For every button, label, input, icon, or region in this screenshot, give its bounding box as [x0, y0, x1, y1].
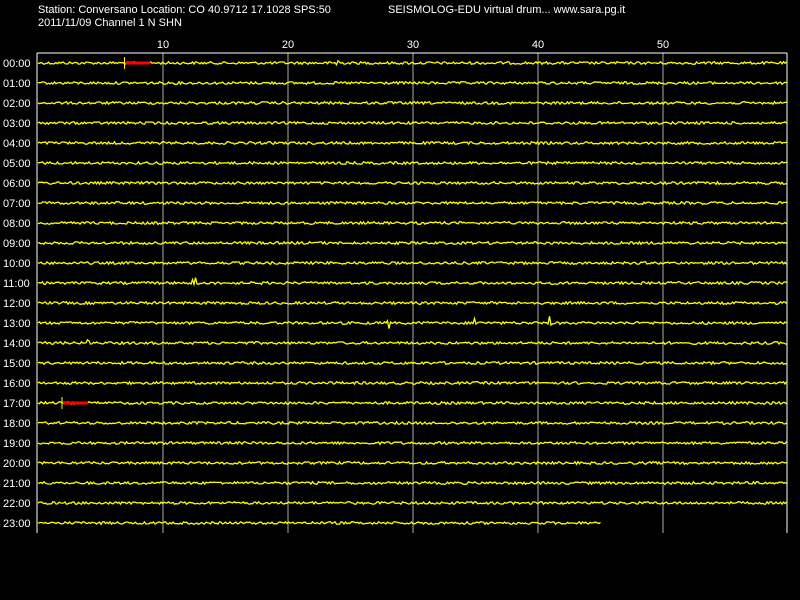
- x-tick-label: 40: [532, 39, 544, 51]
- grid: [36, 52, 788, 533]
- trace-0500: [37, 160, 787, 166]
- row-label: 13:00: [3, 318, 31, 330]
- row-label: 07:00: [3, 198, 31, 210]
- row-label: 20:00: [3, 458, 31, 470]
- row-label: 16:00: [3, 378, 31, 390]
- row-label: 06:00: [3, 178, 31, 190]
- trace-0800: [37, 220, 787, 226]
- row-label: 03:00: [3, 118, 31, 130]
- row-label: 05:00: [3, 158, 31, 170]
- trace-1200: [37, 300, 787, 306]
- trace-0900: [37, 240, 787, 246]
- trace-1300: [37, 316, 787, 329]
- trace-2000: [37, 460, 787, 466]
- row-label: 14:00: [3, 338, 31, 350]
- row-label: 17:00: [3, 398, 31, 410]
- trace-1500: [37, 360, 787, 366]
- trace-1800: [37, 420, 787, 426]
- trace-1900: [37, 440, 788, 446]
- trace-0000: [37, 59, 787, 67]
- date-channel-info: 2011/11/09 Channel 1 N SHN: [38, 17, 182, 29]
- row-label: 11:00: [3, 278, 30, 290]
- trace-0200: [37, 100, 787, 106]
- trace-2300: [37, 520, 601, 526]
- row-label: 01:00: [3, 78, 31, 90]
- trace-0400: [37, 140, 787, 146]
- app-title: SEISMOLOG-EDU virtual drum... www.sara.p…: [388, 4, 626, 16]
- row-label: 10:00: [3, 258, 31, 270]
- row-label: 18:00: [3, 418, 31, 430]
- row-label: 22:00: [3, 498, 31, 510]
- trace-0700: [37, 200, 787, 206]
- row-label: 04:00: [3, 138, 31, 150]
- trace-2100: [37, 480, 787, 486]
- trace-1400: [37, 338, 787, 346]
- trace-1700: [37, 400, 787, 406]
- row-label: 08:00: [3, 218, 31, 230]
- trace-0600: [37, 180, 787, 186]
- row-label: 12:00: [3, 298, 31, 310]
- row-label: 00:00: [3, 58, 31, 70]
- row-label: 15:00: [3, 358, 31, 370]
- trace-2200: [37, 500, 787, 506]
- traces: [37, 59, 788, 526]
- x-tick-label: 30: [407, 39, 419, 51]
- trace-1600: [37, 380, 788, 386]
- trace-0300: [37, 120, 787, 126]
- row-label: 21:00: [3, 478, 31, 490]
- row-label: 02:00: [3, 98, 31, 110]
- row-label: 23:00: [3, 518, 31, 530]
- x-tick-label: 50: [657, 39, 669, 51]
- trace-1000: [38, 260, 787, 266]
- row-label: 19:00: [3, 438, 31, 450]
- x-tick-labels: 10 20 30 40 50: [157, 39, 669, 51]
- trace-1100: [37, 277, 787, 287]
- event-markers: [61, 57, 151, 409]
- x-tick-label: 10: [157, 39, 169, 51]
- station-info: Station: Conversano Location: CO 40.9712…: [38, 4, 331, 16]
- row-label: 09:00: [3, 238, 31, 250]
- x-tick-label: 20: [282, 39, 294, 51]
- row-labels: 00:00 01:00 02:00 03:00 04:00 05:00 06:00 07:00…: [3, 58, 31, 530]
- trace-0100: [37, 80, 787, 86]
